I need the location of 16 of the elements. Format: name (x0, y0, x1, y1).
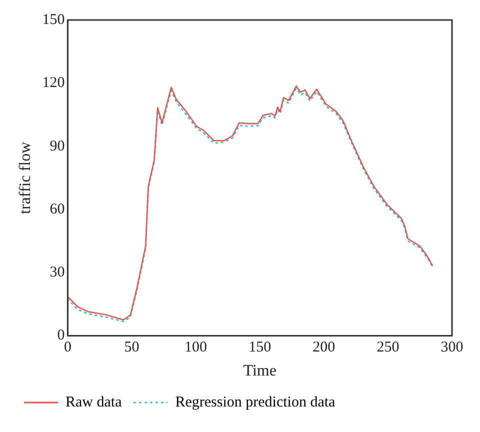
x-tick-label: 50 (124, 340, 140, 356)
y-tick-label: 0 (57, 328, 65, 344)
x-tick-label: 250 (376, 340, 400, 356)
y-tick-label: 120 (42, 75, 65, 92)
y-axis-title: traffic flow (16, 141, 34, 214)
y-tick-label: 60 (50, 201, 65, 218)
x-tick-label: 100 (184, 340, 208, 356)
y-tick-label: 30 (50, 264, 65, 281)
x-tick-label: 300 (440, 340, 464, 356)
x-tick-label: 200 (312, 340, 336, 356)
legend-label: Regression prediction data (175, 394, 336, 410)
x-tick-label: 150 (248, 340, 272, 356)
legend-label: Raw data (66, 394, 122, 410)
x-axis-title: Time (243, 362, 276, 380)
y-tick-label: 150 (42, 12, 65, 28)
y-tick-label: 90 (50, 138, 65, 154)
